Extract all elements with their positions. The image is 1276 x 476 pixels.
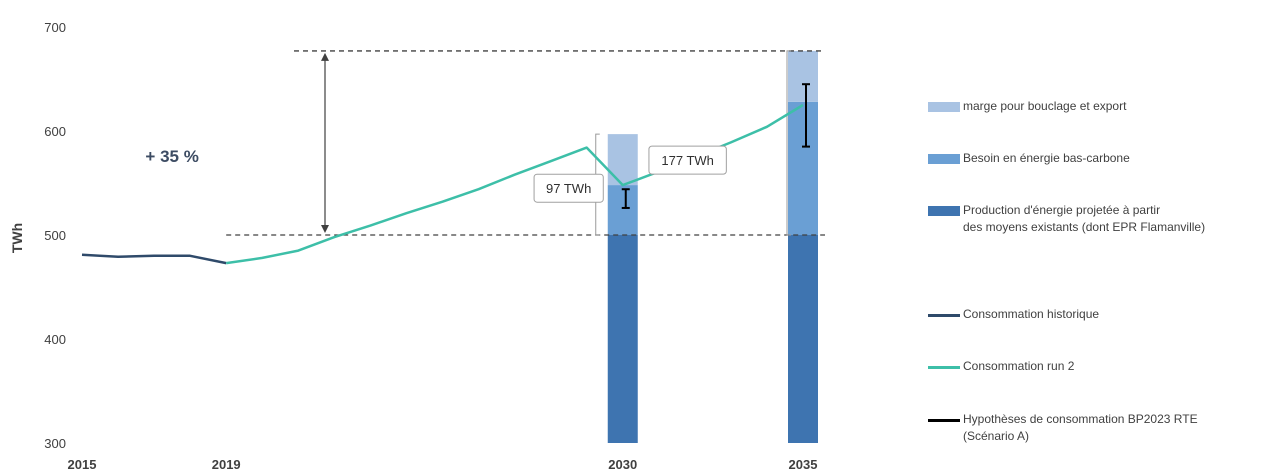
legend-swatch [928, 366, 960, 369]
legend: marge pour bouclage et export Besoin en … [928, 0, 1273, 476]
bar-segment [788, 101, 818, 235]
annotation-label: 177 TWh [661, 153, 714, 168]
lines [81, 103, 804, 265]
legend-swatch [928, 314, 960, 317]
bar-segment [607, 235, 638, 443]
legend-label: Consommation historique [963, 307, 1100, 321]
y-tick-label: 600 [44, 124, 66, 139]
legend-label: marge pour bouclage et export [963, 99, 1127, 113]
bar-segment [607, 134, 638, 186]
guide-lines [226, 50, 825, 236]
legend-label: Consommation run 2 [963, 359, 1075, 373]
annotation-label: + 35 % [145, 147, 198, 166]
y-axis-label: TWh [9, 223, 25, 253]
series-line [81, 253, 227, 265]
chart: TWh 300 400 500 600 700 2015 2019 2030 2035 + 35… [9, 20, 825, 472]
arrow-head-down [321, 225, 329, 233]
annotations: + 35 % 97 TWh 177 TWh [145, 145, 727, 203]
legend-swatch [928, 419, 960, 422]
legend-label: Hypothèses de consommation BP2023 RTE (S… [963, 412, 1198, 443]
legend-item-production: Production d'énergie projetée à partir d… [928, 202, 1205, 236]
tick-labels: 300 400 500 600 700 2015 2019 2030 2035 [44, 20, 817, 472]
legend-item-historique: Consommation historique [928, 306, 1099, 323]
y-tick-label: 700 [44, 20, 66, 35]
bar-segment [607, 185, 638, 235]
legend-item-marge: marge pour bouclage et export [928, 98, 1126, 115]
y-tick-label: 300 [44, 436, 66, 451]
legend-item-besoin: Besoin en énergie bas-carbone [928, 150, 1130, 167]
legend-item-run2: Consommation run 2 [928, 358, 1074, 375]
bars [607, 50, 818, 443]
legend-swatch [928, 154, 960, 164]
annotation-box [533, 173, 604, 203]
error-bars [621, 83, 810, 209]
legend-label: Besoin en énergie bas-carbone [963, 151, 1130, 165]
legend-swatch [928, 102, 960, 112]
series-line [226, 103, 804, 265]
y-tick-label: 400 [44, 332, 66, 347]
x-tick-label: 2015 [68, 457, 97, 472]
annotation-box [648, 145, 727, 175]
legend-swatch [928, 206, 960, 216]
bar-segment [788, 50, 818, 102]
bar-segment [788, 235, 818, 443]
bracket-2035 [786, 50, 791, 236]
x-tick-label: 2030 [608, 457, 637, 472]
annotation-label: 97 TWh [546, 181, 591, 196]
legend-item-hypotheses: Hypothèses de consommation BP2023 RTE (S… [928, 411, 1198, 445]
x-tick-label: 2035 [789, 457, 818, 472]
legend-label: Production d'énergie projetée à partir d… [963, 203, 1206, 234]
x-tick-label: 2019 [212, 457, 241, 472]
arrow-head-up [321, 52, 329, 61]
y-tick-label: 500 [44, 228, 66, 243]
